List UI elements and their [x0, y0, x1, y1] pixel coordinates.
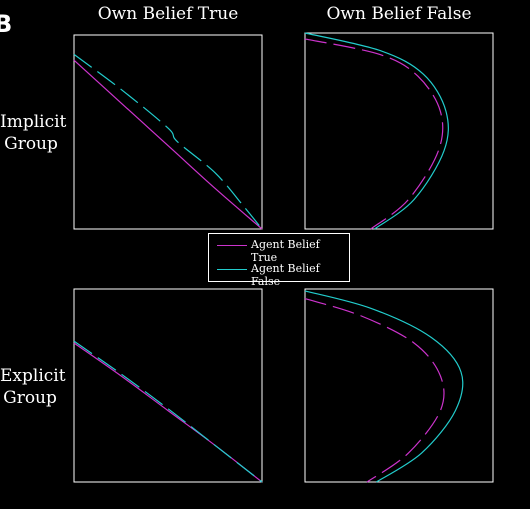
series-line-implicit-own-true-agent-false: [73, 53, 263, 230]
panel-frame-implicit-own-false: [304, 32, 494, 230]
series-line-implicit-own-true-agent-true: [73, 59, 263, 230]
series-line-explicit-own-true-agent-false: [73, 340, 263, 483]
row-label-implicit-line1: Implicit: [0, 112, 67, 132]
panel-letter: B: [0, 10, 13, 38]
panel-frame-implicit-own-true: [73, 34, 263, 230]
series-line-explicit-own-true-agent-true: [73, 342, 263, 483]
row-label-explicit: Explicit Group: [0, 365, 66, 409]
series-line-explicit-own-false-agent-false: [304, 290, 464, 483]
column-title-own-belief-false: Own Belief False: [326, 4, 472, 24]
series-line-explicit-own-false-agent-true: [304, 298, 445, 483]
row-label-implicit: Implicit Group: [0, 111, 67, 155]
legend-swatch-agent-belief-true: [217, 245, 247, 246]
series-line-implicit-own-false-agent-false: [304, 32, 449, 230]
legend-label-agent-belief-true: Agent Belief True: [251, 238, 320, 264]
legend-swatch-agent-belief-false: [217, 269, 247, 270]
panel-frame-explicit-own-true: [73, 288, 263, 483]
row-label-implicit-line2: Group: [4, 134, 58, 154]
column-title-own-belief-true: Own Belief True: [97, 4, 239, 24]
legend-label-agent-belief-false: Agent Belief False: [251, 262, 320, 288]
series-line-implicit-own-false-agent-true: [304, 38, 444, 230]
panel-frame-explicit-own-false: [304, 288, 494, 483]
legend: Agent Belief True Agent Belief False: [208, 233, 350, 288]
row-label-explicit-line1: Explicit: [0, 366, 66, 386]
row-label-explicit-line2: Group: [3, 388, 57, 408]
